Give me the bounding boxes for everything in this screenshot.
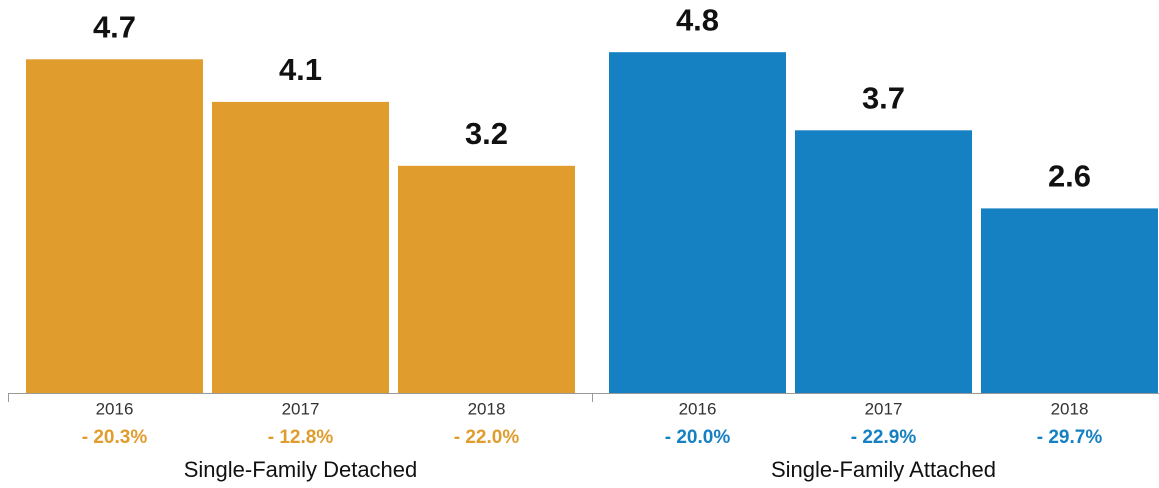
value-label: 3.7 [862,80,905,115]
bar [981,208,1158,393]
bar [398,165,575,393]
change-label: - 12.8% [268,427,334,448]
bar [212,101,389,394]
value-label: 2.6 [1048,159,1091,194]
value-label: 3.2 [465,116,508,151]
bar [795,130,972,394]
bar [609,52,786,393]
bar [26,59,203,394]
change-label: - 20.0% [665,427,731,448]
change-label: - 29.7% [1037,427,1103,448]
x-tick-label: 2016 [96,399,134,418]
value-label: 4.1 [279,52,322,87]
x-tick-label: 2018 [1051,399,1089,418]
group-label: Single-Family Detached [184,457,418,482]
change-label: - 20.3% [82,427,148,448]
x-tick-label: 2017 [865,399,903,418]
change-label: - 22.9% [851,427,917,448]
x-tick-label: 2017 [282,399,320,418]
value-label: 4.8 [676,2,719,37]
x-tick-label: 2018 [468,399,506,418]
x-tick-label: 2016 [679,399,717,418]
value-label: 4.7 [93,9,136,44]
group-label: Single-Family Attached [771,457,996,482]
change-label: - 22.0% [454,427,520,448]
